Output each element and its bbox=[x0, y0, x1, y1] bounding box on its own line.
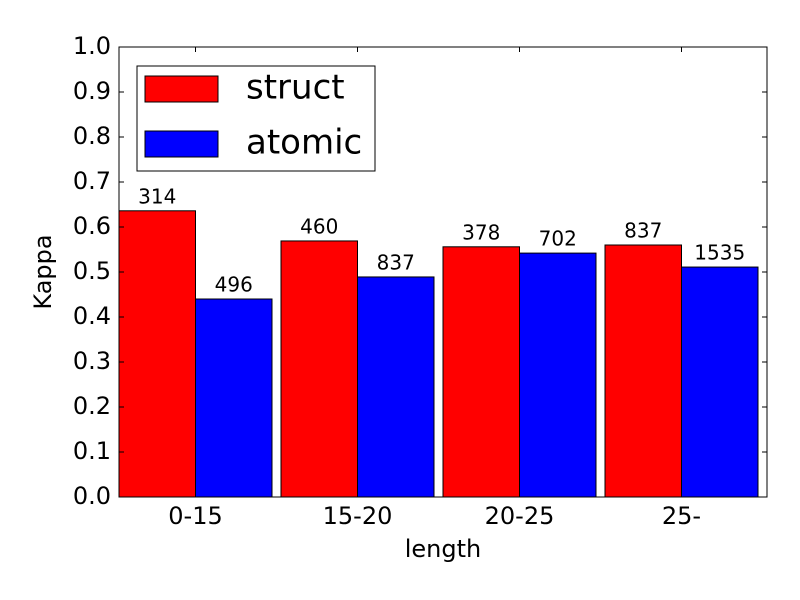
legend-swatch bbox=[144, 75, 219, 103]
bar bbox=[357, 276, 435, 498]
plot-frame bbox=[118, 46, 768, 498]
y-tick-label: 0.4 bbox=[73, 302, 111, 330]
bar bbox=[442, 246, 520, 498]
y-tick-label: 0.3 bbox=[73, 347, 111, 375]
y-axis-label: Kappa bbox=[29, 234, 57, 309]
bar bbox=[280, 240, 358, 498]
bar-label: 1535 bbox=[694, 241, 745, 265]
legend-swatch bbox=[144, 130, 219, 158]
bar-label: 496 bbox=[215, 273, 253, 297]
legend-label: struct bbox=[246, 68, 345, 108]
y-tick-label: 0.1 bbox=[73, 437, 111, 465]
y-tick-label: 0.8 bbox=[73, 122, 111, 150]
bar bbox=[604, 244, 682, 498]
bar-label: 378 bbox=[462, 220, 500, 244]
y-tick-label: 0.9 bbox=[73, 77, 111, 105]
bar-label: 837 bbox=[377, 250, 415, 274]
y-tick-label: 0.5 bbox=[73, 257, 111, 285]
bar-label: 314 bbox=[138, 184, 176, 208]
y-tick-label: 0.7 bbox=[73, 167, 111, 195]
bar-label: 460 bbox=[300, 214, 338, 238]
x-axis-label: length bbox=[405, 535, 482, 563]
y-tick-label: 0.0 bbox=[73, 482, 111, 510]
x-tick-label: 15-20 bbox=[323, 502, 393, 530]
bar bbox=[118, 210, 196, 498]
bar bbox=[681, 266, 759, 498]
bar-label: 702 bbox=[539, 227, 577, 251]
y-tick-label: 0.6 bbox=[73, 212, 111, 240]
y-tick-label: 0.2 bbox=[73, 392, 111, 420]
bar bbox=[519, 252, 597, 498]
y-tick-label: 1.0 bbox=[73, 32, 111, 60]
bar-label: 837 bbox=[624, 219, 662, 243]
x-tick-label: 0-15 bbox=[168, 502, 222, 530]
bar bbox=[195, 298, 273, 498]
x-tick-label: 20-25 bbox=[485, 502, 555, 530]
legend-label: atomic bbox=[246, 123, 362, 163]
x-tick-label: 25- bbox=[662, 502, 701, 530]
